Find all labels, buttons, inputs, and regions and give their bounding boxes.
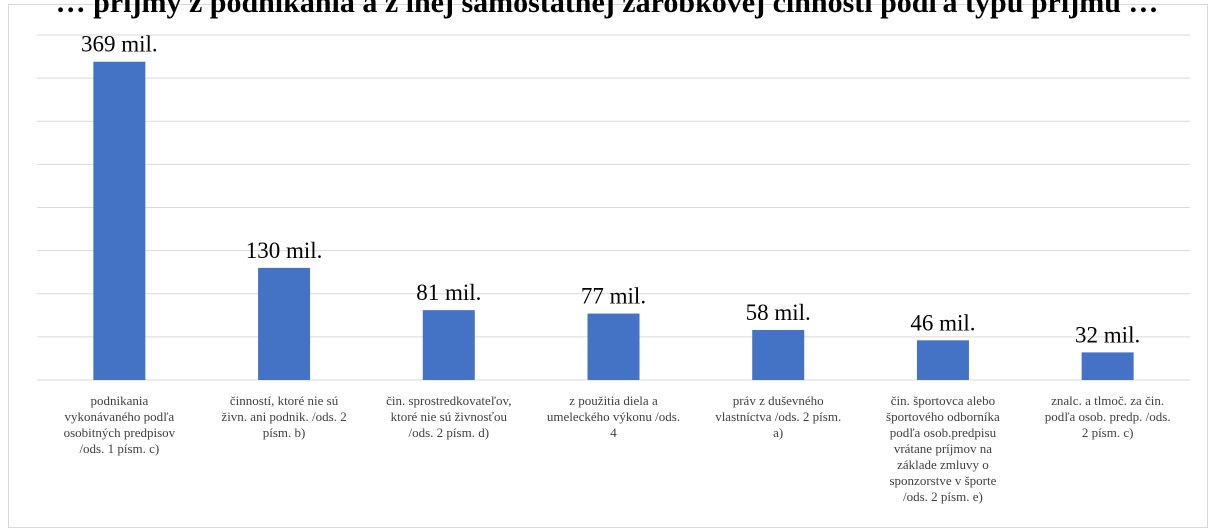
data-labels: 369 mil. 130 mil. 81 mil. 77 mil. 58 mil. 46 … — [81, 32, 1140, 348]
category-label-5: práv z duševného vlastníctva /ods. 2 písm… — [715, 393, 841, 440]
category-label-3: čin. sprostredkovateľov, ktoré nie sú živ… — [386, 393, 511, 440]
category-labels: podnikania vykonávaného podľa osobitných p… — [64, 393, 1171, 504]
gridlines — [37, 34, 1190, 381]
bar-5 — [752, 329, 805, 380]
data-label-7: 32 mil. — [1075, 322, 1140, 347]
chart-title: … príjmy z podnikania a z inej samostatn… — [55, 0, 1159, 19]
category-label-7: znalc. a tlmoč. za čin. podľa osob. predp… — [1045, 393, 1171, 440]
bar-6 — [916, 340, 969, 380]
category-label-1: podnikania vykonávaného podľa osobitných p… — [64, 393, 176, 456]
bar-2 — [258, 267, 311, 380]
bars — [93, 61, 1134, 381]
data-label-5: 58 mil. — [746, 300, 811, 325]
data-label-2: 130 mil. — [246, 238, 323, 263]
category-label-4: z použitia diela a umeleckého výkonu /ods… — [547, 393, 680, 440]
bar-3 — [422, 310, 475, 380]
data-label-1: 369 mil. — [81, 32, 158, 57]
bar-7 — [1081, 352, 1134, 380]
data-label-6: 46 mil. — [910, 310, 975, 335]
bar-4 — [587, 313, 640, 380]
category-label-6: čin. športovca alebo športového odborníka… — [886, 393, 1000, 504]
bar-1 — [93, 61, 146, 381]
category-label-2: činností, ktoré nie sú živn. ani podnik. … — [221, 393, 346, 440]
data-label-3: 81 mil. — [416, 280, 481, 305]
chart-frame — [8, 4, 1208, 528]
data-label-4: 77 mil. — [581, 284, 646, 309]
